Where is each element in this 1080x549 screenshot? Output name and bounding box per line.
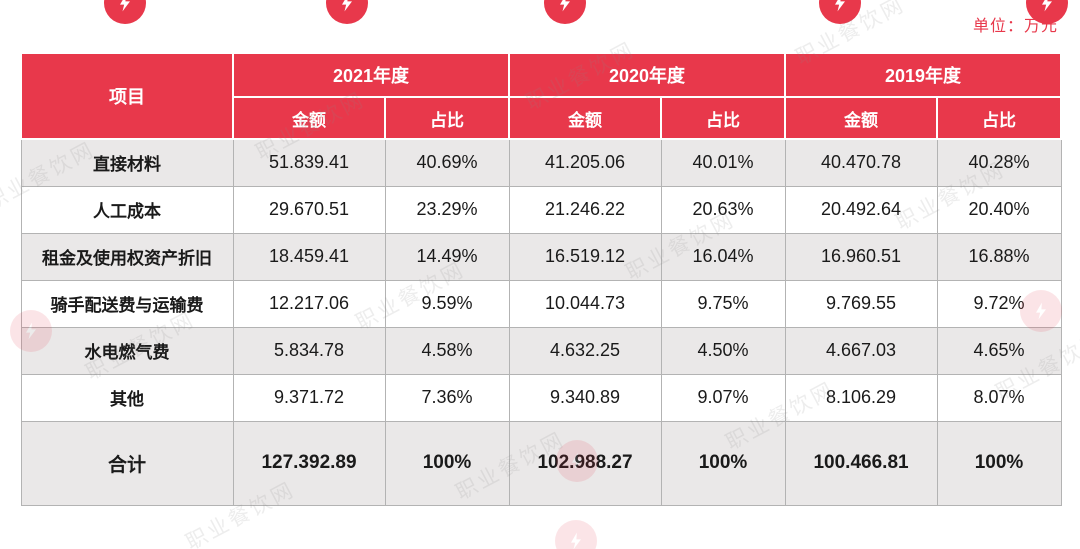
amount-cell: 10.044.73: [508, 279, 662, 328]
ratio-cell: 9.75%: [660, 279, 786, 328]
brand-logo-icon: [555, 520, 597, 549]
subheader-amount: 金额: [508, 96, 663, 140]
brand-logo-icon: [544, 0, 586, 24]
ratio-cell: 100%: [936, 420, 1062, 506]
lightning-icon: [835, 0, 845, 12]
ratio-cell: 9.59%: [384, 279, 510, 328]
amount-cell: 40.470.78: [784, 138, 938, 187]
amount-cell: 12.217.06: [232, 279, 386, 328]
header-year-2019: 2019年度: [784, 52, 1063, 98]
amount-cell: 127.392.89: [232, 420, 386, 506]
amount-cell: 51.839.41: [232, 138, 386, 187]
amount-cell: 8.106.29: [784, 373, 938, 422]
unit-label: 单位：万元: [972, 18, 1058, 35]
table-container: 项目 2021年度 2020年度 2019年度 金额 占比 金额 占比 金额 占…: [20, 52, 1063, 506]
amount-cell: 4.632.25: [508, 326, 662, 375]
ratio-cell: 9.07%: [660, 373, 786, 422]
row-item-cell: 水电燃气费: [20, 326, 234, 375]
table-row: 其他 9.371.72 7.36% 9.340.89 9.07% 8.106.2…: [20, 373, 1062, 422]
amount-cell: 29.670.51: [232, 185, 386, 234]
header-year-2020: 2020年度: [508, 52, 787, 98]
amount-cell: 9.340.89: [508, 373, 662, 422]
amount-cell: 41.205.06: [508, 138, 662, 187]
ratio-cell: 40.28%: [936, 138, 1062, 187]
table-row: 人工成本 29.670.51 23.29% 21.246.22 20.63% 2…: [20, 185, 1062, 234]
amount-cell: 9.371.72: [232, 373, 386, 422]
ratio-cell: 14.49%: [384, 232, 510, 281]
ratio-cell: 7.36%: [384, 373, 510, 422]
amount-cell: 21.246.22: [508, 185, 662, 234]
total-row: 合计 127.392.89 100% 102.988.27 100% 100.4…: [20, 420, 1062, 506]
ratio-cell: 20.40%: [936, 185, 1062, 234]
ratio-cell: 4.58%: [384, 326, 510, 375]
row-item-cell: 骑手配送费与运输费: [20, 279, 234, 328]
lightning-icon: [571, 532, 581, 549]
brand-logo-icon: [819, 0, 861, 24]
amount-cell: 4.667.03: [784, 326, 938, 375]
row-item-cell: 租金及使用权资产折旧: [20, 232, 234, 281]
amount-cell: 100.466.81: [784, 420, 938, 506]
row-item-cell: 其他: [20, 373, 234, 422]
header-item: 项目: [20, 52, 234, 140]
ratio-cell: 16.04%: [660, 232, 786, 281]
amount-cell: 16.519.12: [508, 232, 662, 281]
table-row: 租金及使用权资产折旧 18.459.41 14.49% 16.519.12 16…: [20, 232, 1062, 281]
ratio-cell: 100%: [660, 420, 786, 506]
row-item-cell: 直接材料: [20, 138, 234, 187]
brand-logo-icon: [326, 0, 368, 24]
ratio-cell: 40.69%: [384, 138, 510, 187]
table-row: 骑手配送费与运输费 12.217.06 9.59% 10.044.73 9.75…: [20, 279, 1062, 328]
table-row: 水电燃气费 5.834.78 4.58% 4.632.25 4.50% 4.66…: [20, 326, 1062, 375]
subheader-ratio: 占比: [936, 96, 1063, 140]
ratio-cell: 100%: [384, 420, 510, 506]
subheader-ratio: 占比: [660, 96, 787, 140]
amount-cell: 9.769.55: [784, 279, 938, 328]
lightning-icon: [120, 0, 130, 12]
subheader-amount: 金额: [784, 96, 939, 140]
cost-table: 项目 2021年度 2020年度 2019年度 金额 占比 金额 占比 金额 占…: [20, 52, 1063, 506]
amount-cell: 102.988.27: [508, 420, 662, 506]
amount-cell: 16.960.51: [784, 232, 938, 281]
ratio-cell: 9.72%: [936, 279, 1062, 328]
table-row: 直接材料 51.839.41 40.69% 41.205.06 40.01% 4…: [20, 138, 1062, 187]
row-item-cell: 人工成本: [20, 185, 234, 234]
ratio-cell: 23.29%: [384, 185, 510, 234]
subheader-amount: 金额: [232, 96, 386, 140]
subheader-ratio: 占比: [383, 96, 511, 140]
header-year-2021: 2021年度: [231, 52, 511, 98]
amount-cell: 20.492.64: [784, 185, 938, 234]
lightning-icon: [342, 0, 352, 12]
amount-cell: 5.834.78: [232, 326, 386, 375]
amount-cell: 18.459.41: [232, 232, 386, 281]
ratio-cell: 4.50%: [660, 326, 786, 375]
lightning-icon: [1042, 0, 1052, 12]
ratio-cell: 40.01%: [660, 138, 786, 187]
brand-logo-icon: [104, 0, 146, 24]
lightning-icon: [560, 0, 570, 12]
ratio-cell: 20.63%: [660, 185, 786, 234]
ratio-cell: 16.88%: [936, 232, 1062, 281]
total-label-cell: 合计: [20, 420, 234, 506]
ratio-cell: 4.65%: [936, 326, 1062, 375]
ratio-cell: 8.07%: [936, 373, 1062, 422]
